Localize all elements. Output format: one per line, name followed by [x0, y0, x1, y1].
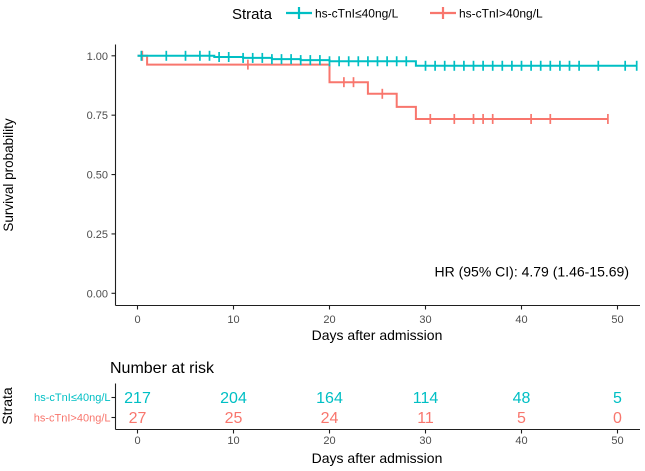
hazard-ratio-annotation: HR (95% CI): 4.79 (1.46-15.69)	[434, 264, 629, 280]
x-tick-label: 20	[323, 314, 335, 326]
legend-label-low: hs-cTnI≤40ng/L	[315, 7, 399, 21]
x-tick-label: 10	[227, 314, 239, 326]
risk-count: 27	[129, 410, 147, 427]
risk-count: 0	[613, 410, 622, 427]
x-tick-label: 30	[419, 314, 431, 326]
y-tick-label: 1.00	[87, 51, 108, 63]
risk-row-label-low: hs-cTnI≤40ng/L	[34, 392, 110, 404]
risk-x-tick-label: 50	[611, 435, 623, 447]
risk-x-tick-label: 40	[515, 435, 527, 447]
risk-table-title: Number at risk	[110, 360, 215, 377]
risk-count: 5	[613, 390, 622, 407]
censor-ticks-high	[141, 50, 609, 124]
legend-title: Strata	[232, 6, 273, 23]
legend-label-high: hs-cTnI>40ng/L	[459, 7, 543, 21]
survival-curve-high	[137, 50, 609, 124]
survival-curve-low	[137, 50, 638, 71]
y-tick-label: 0.00	[87, 288, 108, 300]
risk-count: 217	[124, 390, 151, 407]
risk-table-axes	[111, 383, 640, 434]
risk-x-tick-label: 20	[323, 435, 335, 447]
y-tick-label: 0.50	[87, 170, 108, 182]
x-tick-label: 0	[134, 314, 140, 326]
x-axis-title: Days after admission	[312, 327, 443, 343]
x-tick-label: 40	[515, 314, 527, 326]
censor-ticks-low	[140, 50, 638, 71]
generated-chart-content: 0.000.250.500.751.000 10 20 30 40 500 10 20 30 40…	[87, 44, 640, 447]
risk-count: 25	[225, 410, 243, 427]
legend-keys	[286, 7, 456, 19]
y-axis-title: Survival probability	[1, 118, 16, 232]
risk-x-tick-label: 30	[419, 435, 431, 447]
x-tick-label: 50	[611, 314, 623, 326]
risk-row-label-high: hs-cTnI>40ng/L	[34, 413, 111, 425]
main-axes	[111, 44, 640, 310]
legend-key-low-icon	[286, 7, 312, 19]
risk-count: 164	[316, 390, 343, 407]
y-tick-label: 0.25	[87, 229, 108, 241]
risk-count: 204	[220, 390, 247, 407]
legend-key-high-icon	[430, 7, 456, 19]
risk-count: 11	[417, 410, 434, 427]
risk-x-tick-label: 10	[227, 435, 239, 447]
risk-count: 114	[413, 390, 439, 407]
risk-count: 24	[321, 410, 339, 427]
y-tick-label: 0.75	[87, 110, 108, 122]
risk-count: 48	[513, 390, 531, 407]
risk-count: 5	[517, 410, 526, 427]
risk-table-x-axis-title: Days after admission	[312, 450, 443, 466]
risk-table-strata-label: Strata	[0, 387, 15, 425]
risk-x-tick-label: 0	[134, 435, 140, 447]
